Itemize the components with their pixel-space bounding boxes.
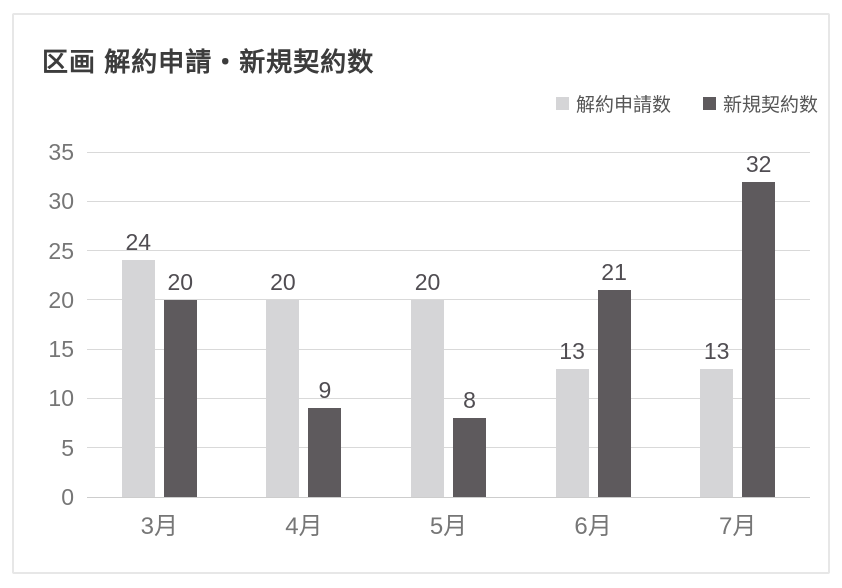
x-axis-tick-label: 4月 [285,513,323,540]
data-label: 8 [463,387,476,414]
gridline [87,447,810,449]
bar-5月-series1 [453,418,486,497]
y-axis-tick-label: 35 [48,139,74,165]
bar-6月-series0 [555,368,589,497]
x-axis-tick-label: 5月 [429,513,468,540]
chart-title: 区画 解約申請・新規契約数 [42,47,375,77]
gridline [87,250,810,252]
y-axis-tick-label: 10 [48,385,74,412]
bar-6月-series1 [597,290,631,497]
bar-7月-series0 [700,368,734,497]
gridline [87,397,810,399]
legend-swatch-cancellations [555,96,569,110]
bar-4月-series0 [266,299,300,497]
chart-legend: 解約申請数 新規契約数 [555,89,818,117]
gridline [87,348,810,350]
x-axis-tick-label: 3月 [140,513,178,540]
bar-3月-series1 [163,299,197,497]
data-label: 24 [125,229,152,256]
plot-area: 0 5 10 15 20 25 30 35 24 20 3月 20 9 4月 20 8 5月 13 21 6月 13 32… [48,139,810,540]
data-label: 32 [745,150,772,177]
x-axis-tick-label: 6月 [574,513,612,540]
y-axis-tick-label: 25 [48,237,74,264]
y-axis-tick-label: 30 [48,188,74,215]
data-label: 13 [703,337,730,364]
data-label: 20 [414,268,441,295]
bar-3月-series0 [121,260,155,497]
y-axis-tick-label: 15 [48,336,74,363]
data-label: 9 [318,377,332,404]
chart-card: 区画 解約申請・新規契約数 解約申請数 新規契約数 0 5 10 15 20 25 30 35… [12,13,830,574]
legend-swatch-new-contracts [702,96,716,110]
legend-label-new-contracts: 新規契約数 [722,94,818,116]
legend-label-cancellations: 解約申請数 [575,94,671,116]
bar-7月-series1 [742,181,776,497]
legend-item-new-contracts: 新規契約数 [702,90,818,117]
bar-5月-series0 [411,299,444,497]
y-axis-tick-label: 20 [48,286,74,313]
data-label: 20 [167,268,194,295]
y-axis-tick-label: 5 [61,434,74,461]
gridline [87,200,810,202]
y-axis-tick-label: 0 [61,484,74,510]
data-label: 20 [270,268,296,295]
bar-4月-series1 [308,408,342,497]
gridline [87,151,810,153]
data-label: 13 [559,337,585,364]
legend-item-cancellations: 解約申請数 [555,90,671,117]
gridline [87,299,810,301]
x-axis-tick-label: 7月 [719,513,757,540]
x-axis-line [87,496,810,498]
data-label: 21 [601,259,627,285]
